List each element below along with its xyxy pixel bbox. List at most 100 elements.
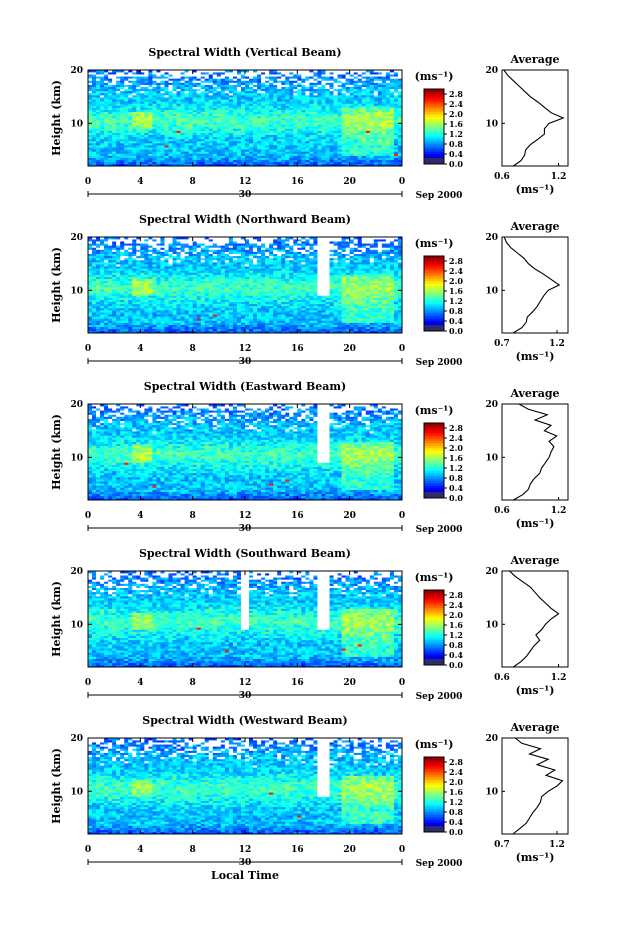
heatmap bbox=[88, 738, 403, 835]
x-tick-label: 20 bbox=[343, 511, 356, 521]
date-month-label: Sep 2000 bbox=[416, 191, 463, 201]
colorbar-tick-label: 0.0 bbox=[449, 493, 463, 503]
colorbar-tick-label: 2.4 bbox=[449, 433, 463, 443]
average-profile-line bbox=[509, 570, 560, 668]
colorbar-tick-label: 2.0 bbox=[449, 610, 463, 620]
colorbar-tick-label: 2.8 bbox=[449, 757, 463, 767]
y-tick-label: 10 bbox=[70, 286, 83, 296]
y-tick-label: 10 bbox=[70, 787, 83, 797]
x-tick-label: 16 bbox=[291, 344, 304, 354]
average-x-tick-label: 0.6 bbox=[494, 172, 510, 182]
colorbar-tick-label: 2.8 bbox=[449, 423, 463, 433]
date-day-label: 30 bbox=[239, 357, 252, 367]
y-tick-label: 20 bbox=[70, 400, 83, 410]
x-tick-label: 4 bbox=[137, 344, 143, 354]
average-y-tick-label: 10 bbox=[485, 787, 498, 797]
average-x-tick-label: 0.6 bbox=[494, 673, 510, 683]
panel-2: Spectral Width (Northward Beam) 0 4 8 12 16 20… bbox=[50, 213, 569, 368]
average-x-tick-label: 1.2 bbox=[549, 339, 565, 349]
average-x-tick-label: 0.6 bbox=[494, 506, 510, 516]
y-tick-label: 10 bbox=[70, 620, 83, 630]
colorbar bbox=[423, 589, 445, 666]
colorbar-tick-label: 2.8 bbox=[449, 89, 463, 99]
colorbar-tick-label: 1.2 bbox=[449, 630, 463, 640]
colorbar-tick-label: 0.4 bbox=[449, 817, 463, 827]
average-x-label: (ms⁻¹) bbox=[516, 851, 555, 864]
x-tick-label: 0 bbox=[399, 177, 405, 187]
panel-3: Spectral Width (Eastward Beam) 0 4 8 12 16 20 0… bbox=[50, 380, 569, 535]
y-axis-label: Height (km) bbox=[50, 247, 63, 323]
average-x-tick-label: 0.7 bbox=[494, 840, 510, 850]
panel-5: Spectral Width (Westward Beam) 0 4 8 12 16 20 0… bbox=[50, 714, 569, 869]
average-frame bbox=[501, 570, 569, 668]
colorbar-tick-label: 0.0 bbox=[449, 159, 463, 169]
colorbar-tick-label: 0.8 bbox=[449, 807, 463, 817]
colorbar-unit: (ms⁻¹) bbox=[415, 571, 454, 584]
colorbar-tick-label: 2.0 bbox=[449, 777, 463, 787]
colorbar-tick-label: 0.4 bbox=[449, 316, 463, 326]
colorbar-tick-label: 0.4 bbox=[449, 483, 463, 493]
x-tick-label: 0 bbox=[85, 177, 91, 187]
colorbar-unit: (ms⁻¹) bbox=[415, 404, 454, 417]
average-x-label: (ms⁻¹) bbox=[516, 684, 555, 697]
colorbar bbox=[423, 88, 445, 165]
average-title: Average bbox=[509, 387, 559, 400]
x-tick-label: 20 bbox=[343, 344, 356, 354]
x-tick-label: 0 bbox=[85, 511, 91, 521]
average-profile-line bbox=[512, 737, 564, 835]
colorbar-tick-label: 0.0 bbox=[449, 326, 463, 336]
average-title: Average bbox=[509, 220, 559, 233]
x-tick-label: 4 bbox=[137, 845, 143, 855]
date-day-label: 30 bbox=[239, 524, 252, 534]
x-tick-label: 20 bbox=[343, 177, 356, 187]
colorbar-tick-label: 2.4 bbox=[449, 99, 463, 109]
x-tick-label: 12 bbox=[239, 344, 252, 354]
average-title: Average bbox=[509, 53, 559, 66]
x-tick-label: 12 bbox=[239, 845, 252, 855]
panel-4: Spectral Width (Southward Beam) 0 4 8 12 16 20… bbox=[50, 547, 569, 702]
y-axis-label: Height (km) bbox=[50, 80, 63, 156]
date-month-label: Sep 2000 bbox=[416, 358, 463, 368]
average-x-tick-label: 0.7 bbox=[494, 339, 510, 349]
colorbar-tick-label: 0.8 bbox=[449, 473, 463, 483]
average-x-tick-label: 1.2 bbox=[549, 840, 565, 850]
colorbar-tick-label: 1.6 bbox=[449, 119, 463, 129]
heatmap bbox=[88, 404, 403, 501]
colorbar-tick-label: 1.2 bbox=[449, 129, 463, 139]
colorbar-tick-label: 1.2 bbox=[449, 463, 463, 473]
colorbar bbox=[423, 756, 445, 833]
average-y-tick-label: 20 bbox=[485, 233, 498, 243]
panel-title: Spectral Width (Southward Beam) bbox=[139, 547, 351, 560]
heatmap bbox=[88, 70, 403, 167]
colorbar-tick-label: 2.0 bbox=[449, 109, 463, 119]
heatmap bbox=[88, 237, 403, 334]
date-month-label: Sep 2000 bbox=[416, 692, 463, 702]
average-y-tick-label: 10 bbox=[485, 620, 498, 630]
colorbar-tick-label: 1.6 bbox=[449, 453, 463, 463]
colorbar bbox=[423, 255, 445, 332]
colorbar-tick-label: 1.6 bbox=[449, 286, 463, 296]
x-tick-label: 0 bbox=[85, 845, 91, 855]
colorbar bbox=[423, 422, 445, 499]
x-tick-label: 4 bbox=[137, 511, 143, 521]
y-tick-label: 20 bbox=[70, 66, 83, 76]
x-tick-label: 12 bbox=[239, 511, 252, 521]
average-profile-line bbox=[513, 403, 558, 501]
colorbar-tick-label: 0.0 bbox=[449, 660, 463, 670]
panel-title: Spectral Width (Eastward Beam) bbox=[144, 380, 346, 393]
average-y-tick-label: 20 bbox=[485, 400, 498, 410]
colorbar-tick-label: 2.4 bbox=[449, 600, 463, 610]
x-tick-label: 0 bbox=[399, 845, 405, 855]
average-frame bbox=[501, 236, 569, 334]
average-y-tick-label: 20 bbox=[485, 734, 498, 744]
colorbar-tick-label: 0.8 bbox=[449, 306, 463, 316]
colorbar-tick-label: 2.4 bbox=[449, 266, 463, 276]
average-frame bbox=[501, 737, 569, 835]
average-y-tick-label: 20 bbox=[485, 66, 498, 76]
colorbar-tick-label: 0.0 bbox=[449, 827, 463, 837]
colorbar-unit: (ms⁻¹) bbox=[415, 738, 454, 751]
x-tick-label: 4 bbox=[137, 177, 143, 187]
panel-title: Spectral Width (Westward Beam) bbox=[142, 714, 347, 727]
colorbar-tick-label: 2.0 bbox=[449, 443, 463, 453]
average-x-tick-label: 1.2 bbox=[551, 172, 567, 182]
